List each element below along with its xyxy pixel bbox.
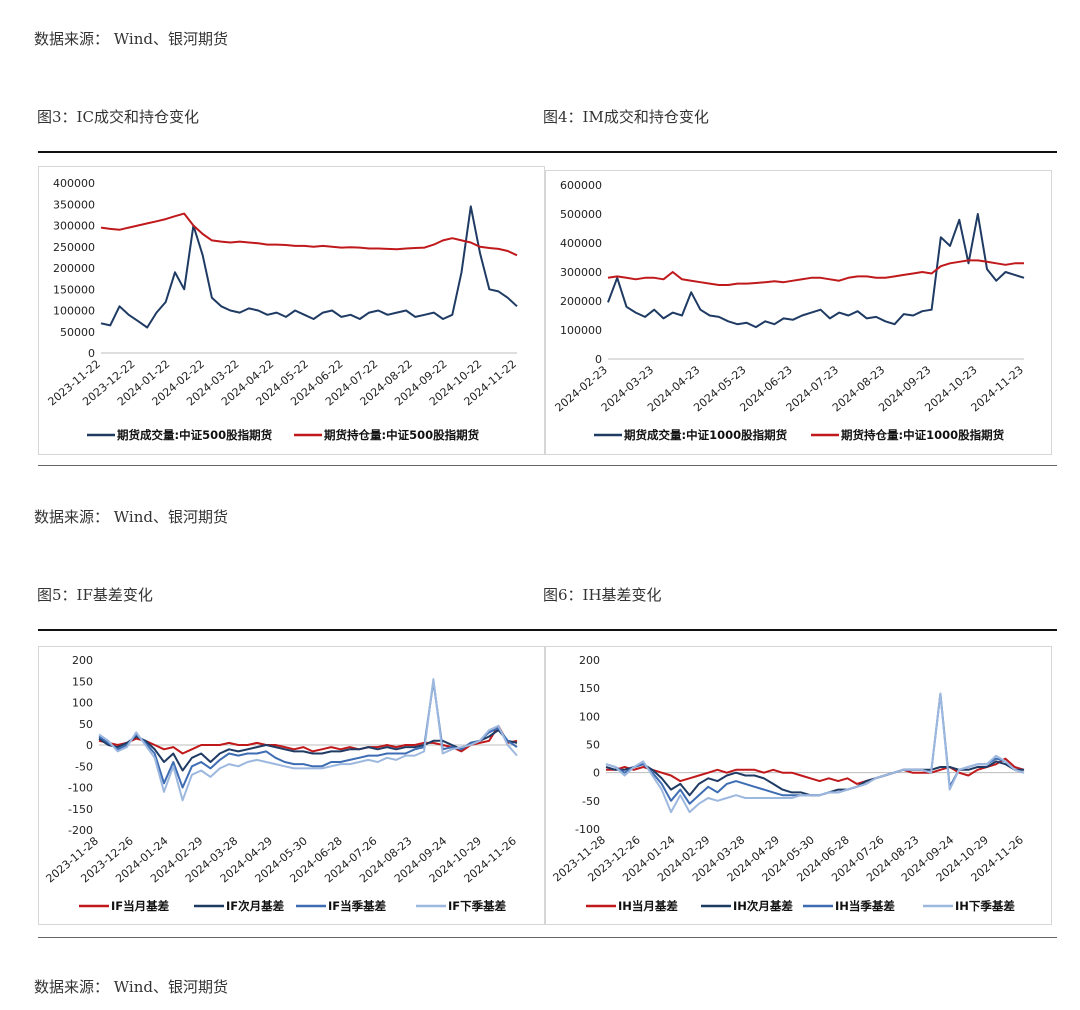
ic-volume-oi-chart: 0 50000 100000 150000 200000 250000 300000 3500… — [46, 177, 519, 442]
series-line-1 — [606, 757, 1025, 785]
y-tick-label: 50 — [79, 718, 93, 731]
series-line-1 — [607, 213, 1025, 329]
y-tick-label: -100 — [575, 823, 600, 836]
y-tick-label: 100000 — [560, 324, 602, 337]
y-tick-label: 200000 — [560, 295, 602, 308]
legend-label: IH次月基差 — [733, 899, 793, 913]
ih-basis-chart: -100-500501001502002023-11-282023-12-262… — [551, 654, 1026, 913]
y-tick-label: 0 — [88, 347, 95, 360]
chart-panel-if: -200 -150 -100 -50 0 50 100 150 200 2023-11-28 202… — [38, 646, 545, 925]
series-line-2 — [607, 259, 1024, 286]
legend-label: IH当月基差 — [618, 899, 678, 913]
series-line-1 — [100, 205, 518, 329]
y-tick-label: 0 — [595, 353, 602, 366]
legend-label: 期货持仓量:中证1000股指期货 — [841, 428, 1005, 442]
y-tick-label: 100 — [579, 710, 600, 723]
y-tick-label: 150 — [579, 682, 600, 695]
y-tick-label: -100 — [68, 782, 93, 795]
y-tick-label: 50 — [586, 739, 600, 752]
legend-label: IH下季基差 — [955, 899, 1015, 913]
y-tick-label: -200 — [68, 824, 93, 837]
bottom-rule-1 — [38, 465, 1057, 466]
series-line-2 — [605, 760, 1024, 797]
legend-label: IF当季基差 — [328, 899, 387, 913]
figure-6-title: 图6：IH基差变化 — [543, 586, 662, 604]
y-tick-label: 200 — [72, 654, 93, 667]
y-tick-label: 100 — [72, 697, 93, 710]
series-line-2 — [100, 212, 518, 257]
y-tick-label: 150 — [72, 675, 93, 688]
y-tick-label: 300000 — [53, 220, 95, 233]
source-note-2: 数据来源： Wind、银河期货 — [34, 508, 228, 526]
figure-5-title: 图5：IF基差变化 — [37, 586, 153, 604]
chart-panel-ih: -100 -50 0 50 100 150 200 2023-11-28 2023-12-26 2… — [545, 646, 1052, 925]
legend-label: 期货成交量:中证1000股指期货 — [624, 428, 788, 442]
y-tick-label: 0 — [593, 767, 600, 780]
y-tick-label: 200 — [579, 654, 600, 667]
legend-label: IF下季基差 — [448, 899, 507, 913]
y-tick-label: -150 — [68, 803, 93, 816]
y-tick-label: 50000 — [60, 326, 95, 339]
if-basis-chart: -200-150-100-500501001502002023-11-28202… — [44, 654, 519, 913]
y-tick-label: 300000 — [560, 266, 602, 279]
top-rule-1 — [38, 151, 1057, 153]
legend-label: IH当季基差 — [835, 899, 895, 913]
figure-4-title: 图4：IM成交和持仓变化 — [543, 108, 709, 126]
series-line-2 — [98, 729, 518, 772]
series-line-4 — [605, 692, 1025, 814]
bottom-rule-2 — [38, 937, 1057, 938]
y-tick-label: 200000 — [53, 262, 95, 275]
im-volume-oi-chart: 0100000200000300000400000500000600000202… — [553, 179, 1026, 442]
legend-label: 期货成交量:中证500股指期货 — [117, 428, 273, 442]
y-tick-label: 500000 — [560, 208, 602, 221]
y-tick-label: 400000 — [53, 177, 95, 190]
source-note-1: 数据来源： Wind、银河期货 — [34, 30, 228, 48]
source-note-3: 数据来源： Wind、银河期货 — [34, 978, 228, 996]
chart-panel-ic: 0 50000 100000 150000 200000 250000 300000 3500… — [38, 166, 545, 455]
series-line-4 — [98, 678, 518, 802]
y-tick-label: 100000 — [53, 305, 95, 318]
y-tick-label: 250000 — [53, 241, 95, 254]
y-tick-label: 600000 — [560, 179, 602, 192]
legend-label: IF次月基差 — [226, 899, 285, 913]
figure-3-title: 图3：IC成交和持仓变化 — [37, 108, 199, 126]
legend-label: IF当月基差 — [111, 899, 170, 913]
legend-label: 期货持仓量:中证500股指期货 — [324, 428, 480, 442]
y-tick-label: 400000 — [560, 237, 602, 250]
chart-panel-im: 0 100000 200000 300000 400000 500000 600000 202… — [545, 170, 1052, 455]
y-tick-label: -50 — [582, 795, 600, 808]
top-rule-2 — [38, 629, 1057, 631]
y-tick-label: 150000 — [53, 283, 95, 296]
y-tick-label: -50 — [75, 760, 93, 773]
series-line-3 — [98, 680, 518, 789]
y-tick-label: 0 — [86, 739, 93, 752]
series-line-1 — [98, 724, 518, 755]
y-tick-label: 350000 — [53, 198, 95, 211]
